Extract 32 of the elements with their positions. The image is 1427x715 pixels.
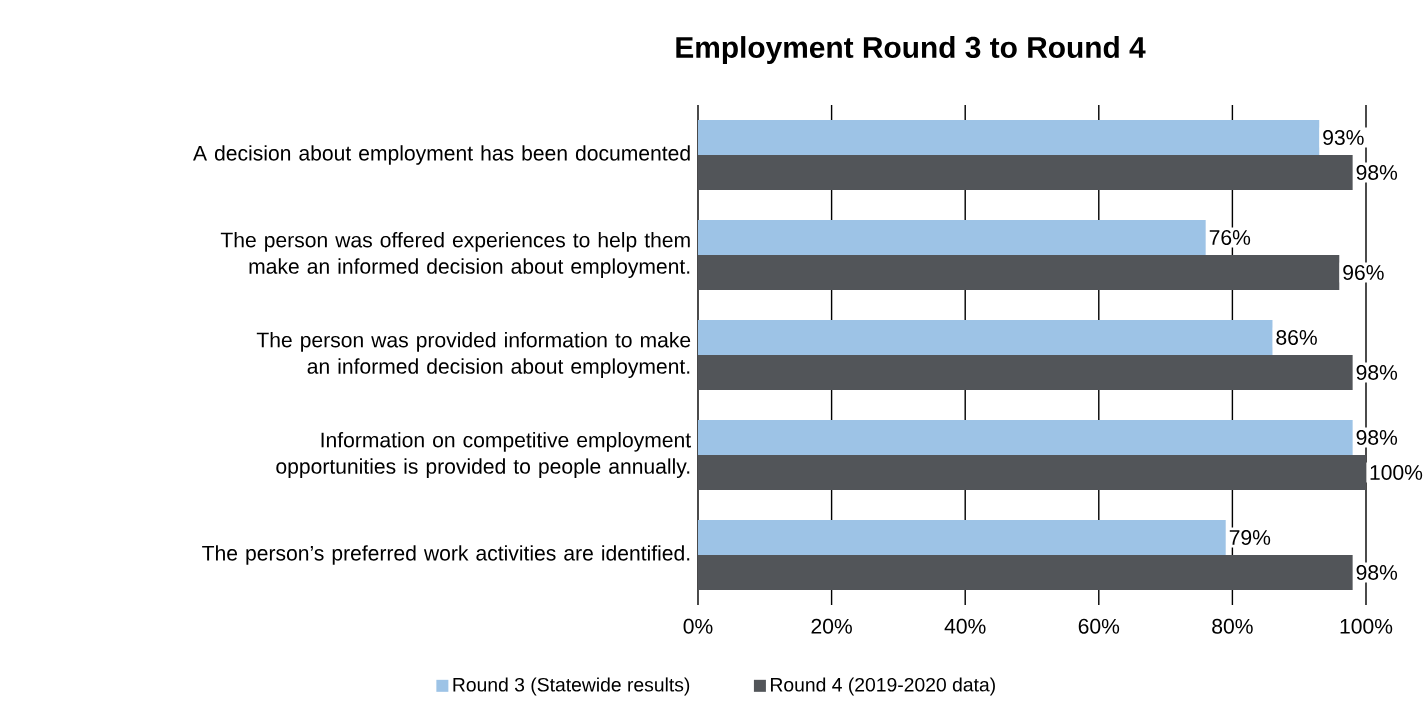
chart-title: Employment Round 3 to Round 4: [676, 36, 1146, 64]
y-tick-label: The person was provided information to make an informed decision about employment.: [256, 332, 691, 379]
bar: [698, 155, 1353, 190]
bar: [698, 220, 1206, 255]
y-tick-label: The person was offered experiences to help them make an informed decision about employment.: [220, 232, 690, 279]
bar: [698, 554, 1353, 590]
data-label: 100%: [1370, 465, 1423, 480]
x-tick-label: 0%: [683, 618, 713, 634]
y-tick-label: The person’s preferred work activities are identified.: [202, 545, 690, 565]
x-tick-label: 100%: [1340, 618, 1393, 634]
x-tick-label: 80%: [1212, 618, 1253, 634]
data-label: 98%: [1356, 365, 1398, 380]
legend-label: Round 3 (Statewide results): [453, 677, 690, 696]
y-tick-label: Information on competitive employment opportunities is provided to people annually.: [276, 432, 691, 479]
data-label: 86%: [1276, 330, 1317, 345]
data-label: 93%: [1323, 130, 1364, 145]
x-tick-label: 60%: [1078, 618, 1120, 634]
bar: [698, 419, 1353, 455]
data-label: 98%: [1356, 565, 1398, 580]
bar: [698, 455, 1366, 490]
data-label: 98%: [1356, 165, 1398, 180]
bar: [698, 355, 1353, 390]
data-label: 98%: [1356, 430, 1398, 445]
x-tick-label: 20%: [811, 618, 852, 634]
bar: [698, 520, 1226, 555]
x-tick-label: 40%: [944, 618, 986, 634]
y-tick-label: A decision about employment has been documented: [193, 145, 690, 165]
data-label: 96%: [1343, 265, 1384, 280]
data-label: 76%: [1209, 230, 1251, 245]
legend-label: Round 4 (2019-2020 data): [771, 677, 995, 696]
bar: [698, 320, 1273, 355]
data-label: 79%: [1229, 530, 1271, 545]
